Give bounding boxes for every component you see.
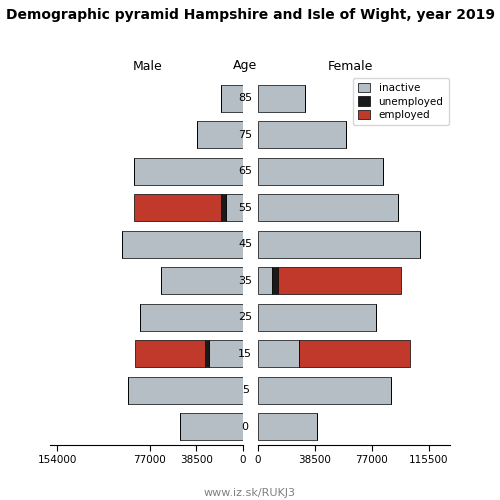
Bar (299, 340, 410, 367)
Text: 35: 35 (238, 276, 252, 286)
Bar (258, 304, 376, 331)
Text: 25: 25 (238, 312, 252, 322)
Text: Demographic pyramid Hampshire and Isle of Wight, year 2019: Demographic pyramid Hampshire and Isle o… (6, 8, 494, 22)
Bar (209, 340, 242, 367)
Bar (140, 304, 242, 331)
Text: 45: 45 (238, 240, 252, 249)
Text: 15: 15 (238, 349, 252, 359)
Text: 5: 5 (242, 385, 249, 395)
Text: 65: 65 (238, 166, 252, 176)
Text: 0: 0 (242, 422, 249, 432)
Bar (221, 84, 242, 112)
Bar (258, 121, 346, 148)
Bar (134, 158, 242, 185)
Bar (135, 340, 204, 367)
Text: 85: 85 (238, 93, 252, 104)
Text: Male: Male (132, 60, 162, 72)
Bar (258, 267, 272, 294)
Bar (258, 194, 398, 222)
Bar (122, 230, 242, 258)
Text: Female: Female (328, 60, 372, 72)
Bar (134, 194, 222, 222)
Bar (222, 194, 226, 222)
Legend: inactive, unemployed, employed: inactive, unemployed, employed (352, 78, 448, 126)
Bar (258, 230, 420, 258)
Text: 75: 75 (238, 130, 252, 140)
Bar (204, 340, 209, 367)
Text: 55: 55 (238, 203, 252, 213)
Bar (278, 267, 401, 294)
Bar (180, 413, 242, 440)
Bar (258, 158, 384, 185)
Bar (258, 376, 391, 404)
Bar (197, 121, 242, 148)
Text: www.iz.sk/RUKJ3: www.iz.sk/RUKJ3 (204, 488, 296, 498)
Bar (272, 267, 278, 294)
Bar (258, 84, 305, 112)
Bar (160, 267, 242, 294)
Bar (128, 376, 242, 404)
Text: Age: Age (233, 60, 257, 72)
Bar (258, 340, 299, 367)
Bar (258, 413, 316, 440)
Bar (226, 194, 242, 222)
